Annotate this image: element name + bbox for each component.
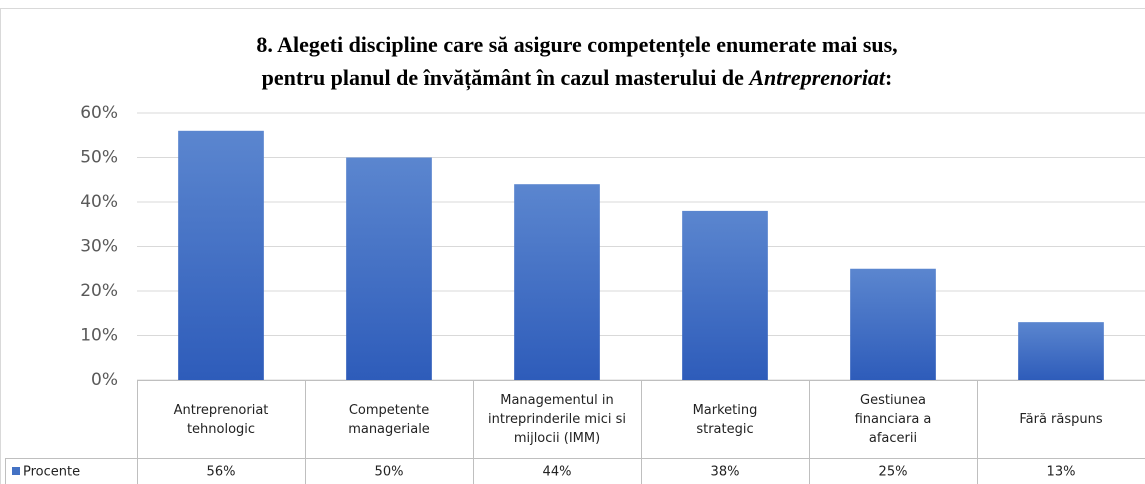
value-label: 25% [879, 465, 908, 480]
x-tick-label: Gestiunea financiara a afacerii [809, 381, 977, 458]
category-text: Marketing strategic [692, 402, 758, 437]
bar [850, 268, 936, 380]
value-label: 44% [543, 465, 572, 480]
x-tick-label: Antreprenoriat tehnologic [137, 381, 305, 458]
value-label: 50% [375, 465, 404, 480]
chart-title: pentru planul de învățământ în cazul mas… [262, 65, 893, 91]
value-label: 56% [207, 465, 236, 480]
category-text: Fără răspuns [1019, 412, 1103, 427]
y-tick-label: 20% [80, 281, 118, 301]
x-tick-label: Marketing strategic [641, 381, 809, 458]
bar [682, 210, 768, 380]
y-tick-label: 10% [80, 326, 118, 346]
y-tick-label: 60% [80, 103, 118, 123]
category-text: Antreprenoriat tehnologic [173, 402, 269, 437]
category-text: Competente manageriale [348, 402, 430, 437]
y-tick-label: 50% [80, 148, 118, 168]
x-tick-label: Managementul in intreprinderile mici si … [473, 381, 641, 458]
category-text: Managementul in intreprinderile mici si … [488, 393, 626, 446]
title-part: : [885, 65, 892, 90]
bar [346, 157, 432, 380]
value-label: 38% [711, 465, 740, 480]
x-tick-label: Fără răspuns [977, 381, 1145, 458]
legend-label: Procente [23, 465, 80, 480]
y-tick-label: 40% [80, 192, 118, 212]
bar [514, 184, 600, 380]
x-tick-label: Competente manageriale [305, 381, 473, 458]
y-tick-label: 0% [91, 370, 118, 390]
value-label: 13% [1047, 465, 1076, 480]
title-part: pentru planul de învățământ în cazul mas… [262, 65, 750, 91]
bar [178, 130, 264, 380]
category-text: Gestiunea financiara a afacerii [854, 393, 932, 446]
y-tick-label: 30% [80, 237, 118, 257]
chart-title: 8. Alegeti discipline care să asigure co… [256, 32, 897, 58]
legend-swatch [12, 467, 20, 475]
title-italic: Antreprenoriat [747, 65, 886, 90]
bar [1018, 322, 1104, 380]
